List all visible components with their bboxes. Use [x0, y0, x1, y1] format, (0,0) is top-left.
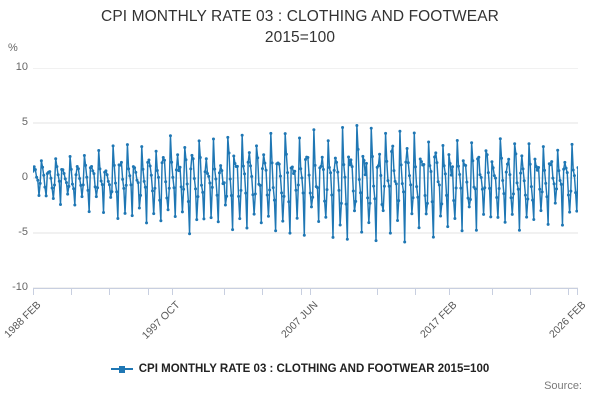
- x-axis-tick-mark: [577, 288, 578, 295]
- source-label: Source:: [544, 380, 582, 392]
- y-axis-unit-label: %: [8, 42, 18, 54]
- x-axis-tick-mark: [109, 288, 111, 295]
- series-markers: [33, 123, 578, 244]
- x-axis-tick-mark: [147, 288, 149, 295]
- legend-line-marker-icon: [110, 364, 133, 374]
- y-axis-tick-label: -10: [12, 281, 28, 293]
- x-axis-tick-mark: [448, 288, 450, 295]
- x-axis-tick-mark: [300, 288, 302, 295]
- x-axis-tick-mark: [310, 288, 312, 295]
- x-axis-tick-mark: [377, 288, 379, 295]
- x-axis-tick-mark: [224, 288, 226, 295]
- x-axis-tick-label: 1997 OCT: [139, 299, 183, 342]
- x-axis-tick-mark: [530, 288, 532, 295]
- y-axis-tick-label: 10: [15, 61, 28, 73]
- chart-legend: CPI MONTHLY RATE 03 : CLOTHING AND FOOTW…: [0, 363, 600, 377]
- x-axis-tick-mark: [171, 288, 173, 295]
- y-axis-tick-label: 5: [21, 116, 28, 128]
- series-canvas: [33, 68, 578, 288]
- y-axis-tick-label: 0: [21, 171, 28, 183]
- x-axis-tick-label: 2017 FEB: [417, 299, 460, 341]
- y-axis-tick-label: -5: [18, 226, 28, 238]
- x-axis-tick-mark: [491, 288, 493, 295]
- x-axis-tick-label: 1988 FEB: [1, 299, 44, 341]
- x-axis-line: [33, 288, 578, 289]
- x-axis-tick-mark: [71, 288, 73, 295]
- x-axis-tick-mark: [262, 288, 264, 295]
- legend-entry[interactable]: CPI MONTHLY RATE 03 : CLOTHING AND FOOTW…: [110, 363, 490, 375]
- x-axis-tick-mark: [568, 288, 570, 295]
- plot-area: [33, 68, 578, 288]
- chart-title: CPI MONTHLY RATE 03 : CLOTHING AND FOOTW…: [101, 8, 499, 46]
- x-axis-tick-mark: [33, 288, 34, 295]
- x-axis-tick-label: 2026 FEB: [546, 299, 589, 341]
- x-axis-tick-mark: [415, 288, 417, 295]
- legend-label: CPI MONTHLY RATE 03 : CLOTHING AND FOOTW…: [138, 363, 490, 375]
- x-axis-tick-label: 2007 JUN: [279, 299, 321, 341]
